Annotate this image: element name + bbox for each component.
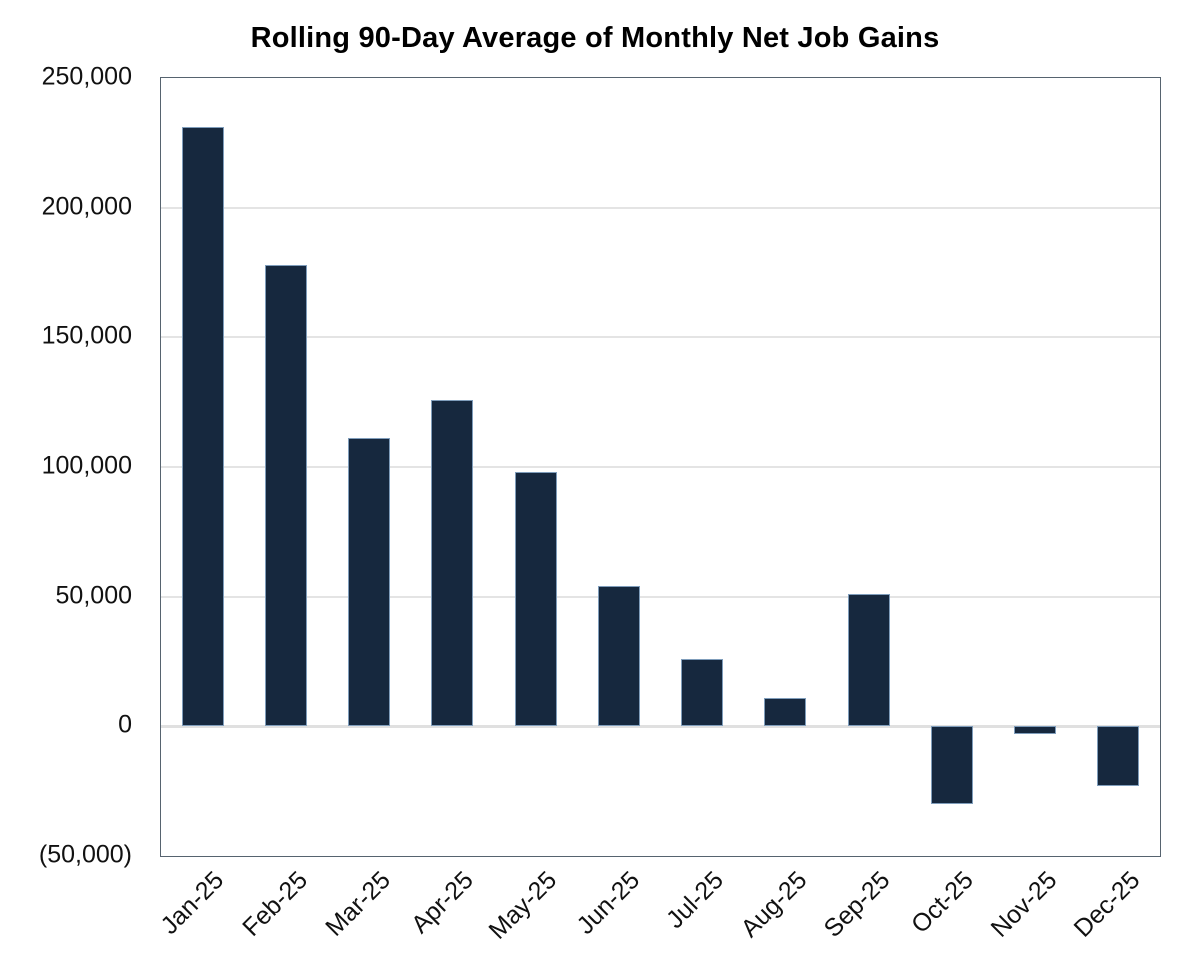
gridline [161, 336, 1160, 339]
x-tick-label: Nov-25 [985, 866, 1062, 943]
bar-jan-25 [181, 127, 224, 727]
bar-sep-25 [847, 594, 890, 727]
gridline [161, 466, 1160, 468]
y-tick-label: 0 [118, 710, 132, 739]
x-tick-label: Sep-25 [818, 866, 896, 943]
x-tick-label: Aug-25 [735, 866, 813, 943]
y-tick-label: (50,000) [38, 840, 132, 869]
bar-feb-25 [264, 264, 307, 727]
x-tick-label: May-25 [483, 866, 563, 945]
x-tick-label: Jan-25 [155, 866, 230, 940]
bar-nov-25 [1014, 726, 1057, 735]
x-tick-label: Jul-25 [660, 866, 729, 934]
x-tick-label: Mar-25 [320, 866, 396, 942]
bar-dec-25 [1097, 726, 1140, 786]
x-tick-label: Feb-25 [236, 866, 313, 942]
y-tick-label: 250,000 [41, 62, 132, 91]
bar-aug-25 [764, 697, 807, 727]
bar-oct-25 [930, 726, 973, 805]
x-tick-label: Apr-25 [406, 866, 480, 939]
chart-title: Rolling 90-Day Average of Monthly Net Jo… [250, 22, 940, 54]
gridline [161, 206, 1160, 209]
bar-may-25 [514, 472, 557, 727]
x-tick-label: Oct-25 [905, 866, 979, 939]
bar-mar-25 [348, 438, 391, 727]
x-axis-labels: Jan-25 Feb-25 Mar-25 Apr-25 May-25 Jun-25 Jul-… [156, 866, 1159, 972]
bar-apr-25 [431, 399, 474, 727]
zero-gridline [161, 725, 1160, 729]
y-tick-label: 100,000 [41, 451, 132, 480]
bar-jun-25 [597, 586, 640, 727]
y-tick-label: 50,000 [55, 581, 132, 610]
y-tick-label: 150,000 [41, 321, 132, 350]
plot-area [160, 77, 1161, 857]
x-tick-label: Jun-25 [571, 866, 646, 940]
x-tick-label: Dec-25 [1068, 866, 1146, 943]
y-tick-label: 200,000 [41, 192, 132, 221]
gridline [161, 595, 1160, 598]
bar-jul-25 [681, 658, 724, 727]
